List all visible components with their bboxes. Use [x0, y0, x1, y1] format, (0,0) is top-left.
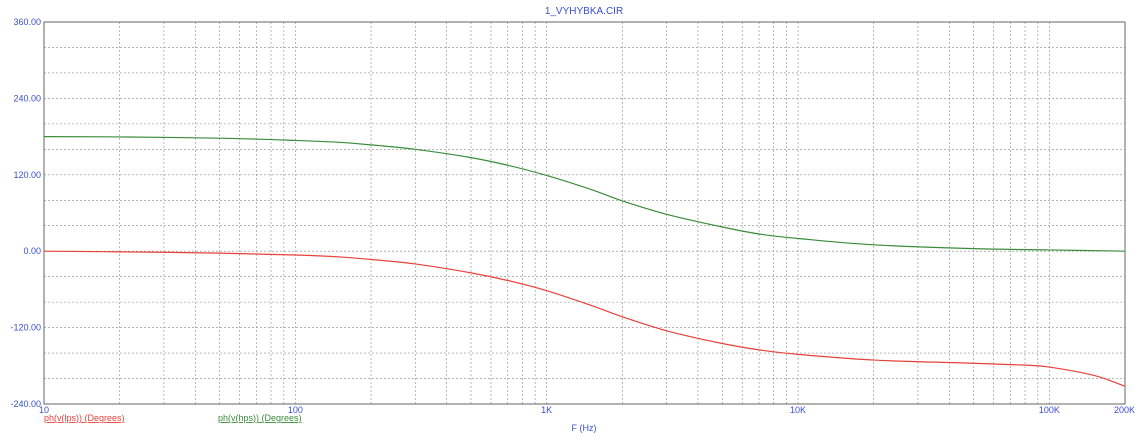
x-tick-label: 100K — [1039, 405, 1060, 415]
series-line-hps — [43, 136, 1126, 252]
legend-entry-lps: ph(v(lps)) (Degrees) — [44, 413, 125, 423]
x-tick-label: 100 — [288, 405, 303, 415]
legend-entry-hps: ph(v(hps)) (Degrees) — [218, 413, 302, 423]
y-tick-label: -240.00 — [10, 399, 41, 409]
grid — [44, 22, 1125, 404]
series-layer — [43, 136, 1126, 387]
y-tick-label: 360.00 — [13, 17, 41, 27]
y-tick-label: 240.00 — [13, 93, 41, 103]
x-tick-label: 10K — [790, 405, 806, 415]
x-axis-label: F (Hz) — [572, 423, 597, 433]
chart-title: 1_VYHYBKA.CIR — [545, 6, 623, 17]
x-tick-label: 10 — [39, 405, 49, 415]
series-line-lps — [43, 250, 1126, 387]
plot-frame — [43, 21, 1126, 405]
x-tick-label: 200K — [1114, 405, 1135, 415]
y-tick-label: 120.00 — [13, 170, 41, 180]
x-tick-label: 1K — [541, 405, 552, 415]
y-tick-label: -120.00 — [10, 323, 41, 333]
y-tick-label: 0.00 — [23, 246, 41, 256]
